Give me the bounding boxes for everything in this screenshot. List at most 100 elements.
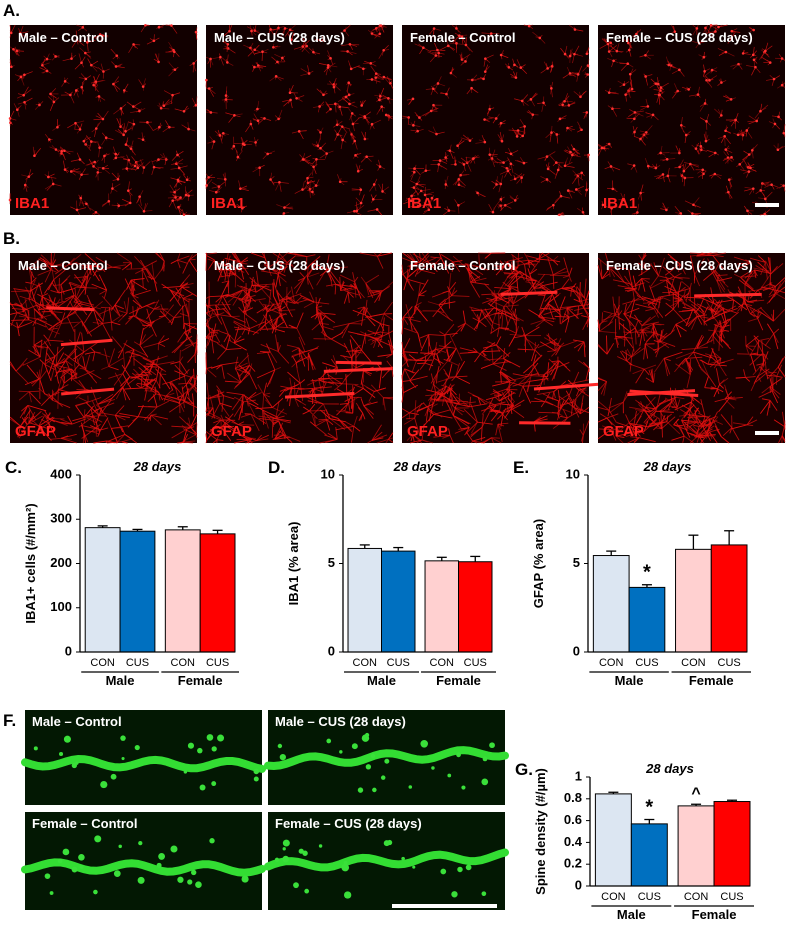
cell-body [20,76,23,79]
cell-body [215,191,218,194]
cell-body [269,178,272,181]
cell-body [546,67,549,70]
cell-body [253,66,256,69]
cell-body [523,125,526,128]
cell-body [179,196,182,199]
cell-body [759,189,762,192]
cell-body [46,70,49,73]
cell-body [573,148,576,151]
cell-body [691,212,694,215]
cell-body [782,132,785,135]
cell-body [69,94,72,97]
cell-body [132,43,135,46]
cell-body [616,50,619,53]
cell-body [470,87,473,90]
cell-body [567,189,570,192]
cell-body [559,118,562,121]
cell-body [225,94,228,97]
cell-body [258,166,261,169]
cell-body [514,178,517,181]
cell-body [173,50,176,53]
cell-process [64,376,65,383]
cell-body [678,166,681,169]
cell-body [84,52,87,55]
cell-body [153,39,156,42]
cell-body [333,86,336,89]
cell-body [95,211,98,214]
cell-body [24,184,27,187]
cell-body [463,163,466,166]
cell-body [711,69,714,72]
cell-body [697,93,700,96]
cell-body [521,135,524,138]
cell-body [550,131,553,134]
cell-body [692,203,695,206]
cell-process [235,274,236,287]
cell-body [226,61,229,64]
cell-body [233,114,236,117]
cell-body [136,167,139,170]
image-title: Male – CUS (28 days) [214,258,345,273]
cell-body [734,119,737,122]
cell-body [514,199,517,202]
cell-body [219,56,222,59]
cell-body [312,51,315,54]
cell-body [450,72,453,75]
cell-body [295,97,298,100]
cell-body [85,78,88,81]
cell-body [353,140,356,143]
cell-process [534,288,545,289]
cell-body [83,140,86,143]
cell-body [80,173,83,176]
cell-body [192,62,195,65]
cell-body [378,99,381,102]
cell-body [566,127,569,130]
cell-body [685,134,688,137]
cell-body [573,53,576,56]
cell-body [574,28,577,31]
cell-body [143,166,146,169]
cell-body [336,123,339,126]
cell-body [96,171,99,174]
cell-body [349,43,352,46]
cell-body [495,183,498,186]
cell-body [52,183,55,186]
cell-body [56,126,59,129]
panel-label: B. [3,229,20,248]
cell-body [387,97,390,100]
cell-body [281,57,284,60]
cell-body [208,87,211,90]
cell-body [122,134,125,137]
cell-body [375,72,378,75]
cell-body [308,72,311,75]
cell-body [365,155,368,158]
cell-body [738,163,741,166]
cell-body [158,26,161,29]
cell-body [530,98,533,101]
cell-body [472,157,475,160]
cell-body [132,105,135,108]
cell-body [142,138,145,141]
cell-body [552,204,555,207]
cell-body [586,111,589,114]
cell-body [380,105,383,108]
cell-body [458,183,461,186]
cell-body [338,105,341,108]
cell-body [176,154,179,157]
cell-process [206,254,207,271]
cell-process [58,390,59,409]
cell-body [9,199,12,202]
cell-body [633,131,636,134]
cell-body [379,32,382,35]
cell-body [70,170,73,173]
cell-body [508,66,511,69]
cell-body [263,117,266,120]
cell-body [92,165,95,168]
cell-body [500,183,503,186]
cell-body [439,159,442,162]
cell-body [312,165,315,168]
cell-body [457,204,460,207]
cell-body [781,84,784,87]
cell-body [381,190,384,193]
